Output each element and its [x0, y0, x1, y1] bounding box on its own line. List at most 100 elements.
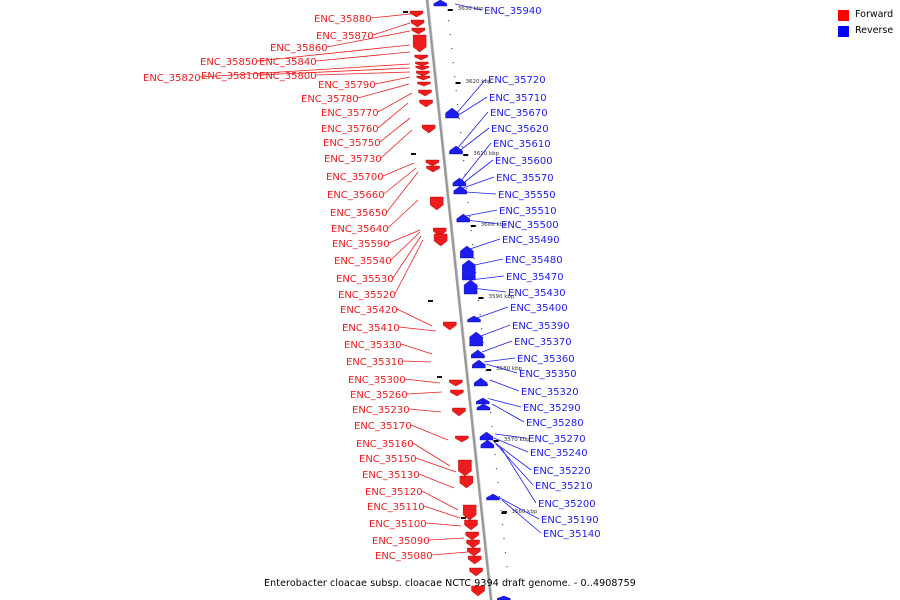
forward-gene-label: ENC_35530	[336, 274, 394, 285]
minor-tick	[501, 524, 504, 526]
reverse-gene-label: ENC_35290	[523, 403, 581, 414]
forward-gene-label: ENC_35820	[143, 73, 201, 84]
forward-leader	[315, 51, 411, 62]
axis-ticks: 3630 kbp 3620 kbp 3610 kbp 3600 kbp 3590 kbp…	[447, 6, 538, 582]
forward-leader	[392, 235, 422, 279]
minor-tick	[467, 202, 469, 204]
reverse-gene	[433, 0, 448, 7]
forward-gene	[410, 19, 425, 28]
minor-tick	[463, 160, 465, 162]
forward-gene-label: ENC_35760	[321, 124, 379, 135]
minor-tick	[507, 580, 510, 582]
reverse-gene-label: ENC_35570	[496, 173, 554, 184]
minor-tick	[485, 370, 487, 372]
minor-tick	[489, 412, 492, 414]
reverse-gene-label: ENC_35270	[528, 434, 586, 445]
legend-forward-swatch	[838, 10, 849, 21]
minor-tick	[503, 538, 505, 540]
reverse-gene	[453, 185, 467, 195]
forward-leader	[372, 22, 411, 36]
forward-gene-label: ENC_35260	[350, 390, 408, 401]
forward-gene	[433, 233, 448, 247]
reverse-leader	[481, 340, 513, 353]
reverse-gene	[460, 245, 474, 259]
reverse-gene-label: ENC_35720	[488, 75, 546, 86]
reverse-gene-label: ENC_35610	[493, 139, 551, 150]
forward-gene-label: ENC_35850	[200, 57, 258, 68]
forward-gene-label: ENC_35130	[362, 470, 420, 481]
forward-gene	[416, 70, 430, 77]
forward-gene-label: ENC_35650	[330, 208, 388, 219]
forward-leader	[410, 424, 449, 441]
forward-gene	[458, 459, 472, 477]
reverse-leader	[455, 111, 489, 151]
forward-leader	[396, 308, 433, 327]
reverse-leader	[456, 96, 488, 117]
forward-leader	[421, 490, 459, 511]
minor-tick	[500, 510, 502, 512]
forward-leader	[380, 129, 413, 159]
tick-label: 3560 kbp	[511, 509, 537, 515]
forward-leader	[398, 326, 437, 332]
reverse-leader	[491, 403, 525, 423]
forward-gene-label: ENC_35880	[314, 14, 372, 25]
legend-reverse-label: Reverse	[855, 25, 894, 36]
forward-leader	[402, 360, 432, 363]
forward-leader	[382, 162, 415, 177]
reverse-leader	[501, 499, 542, 534]
minor-tick	[451, 48, 453, 50]
reverse-gene-label: ENC_35210	[535, 481, 593, 492]
forward-leader	[408, 408, 442, 413]
forward-gene-label: ENC_35120	[365, 487, 423, 498]
minor-tick	[458, 118, 460, 120]
reverse-gene	[476, 397, 490, 405]
forward-gene-label: ENC_35590	[332, 239, 390, 250]
forward-gene-label: ENC_35310	[346, 357, 404, 368]
reverse-gene-label: ENC_35670	[490, 108, 548, 119]
forward-gene-label: ENC_35330	[344, 340, 402, 351]
forward-gene	[469, 567, 483, 577]
minor-tick	[480, 328, 483, 330]
reverse-leader	[493, 437, 529, 453]
minor-tick	[449, 34, 451, 36]
minor-tick	[473, 258, 475, 260]
minor-tick	[504, 552, 507, 554]
reverse-gene-label: ENC_35510	[499, 206, 557, 217]
forward-leader	[377, 92, 413, 113]
forward-gene	[464, 519, 478, 531]
forward-gene-label: ENC_35700	[326, 172, 384, 183]
forward-leader	[394, 239, 424, 295]
forward-gene	[416, 75, 431, 81]
reverse-leader	[499, 497, 540, 520]
forward-gene-label: ENC_35660	[327, 190, 385, 201]
reverse-leader	[485, 363, 518, 374]
forward-gene	[471, 585, 485, 597]
forward-gene	[462, 504, 477, 521]
tick-label: 3590 kbp	[488, 294, 514, 300]
minor-tick	[457, 104, 459, 106]
forward-gene	[467, 547, 481, 557]
reverse-gene-label: ENC_35940	[484, 6, 542, 17]
forward-gene	[414, 54, 428, 61]
reverse-gene-label: ENC_35480	[505, 255, 563, 266]
forward-gene	[425, 159, 440, 167]
reverse-leader	[495, 443, 534, 486]
minor-tick	[491, 426, 493, 428]
forward-gene-label: ENC_35420	[340, 305, 398, 316]
forward-gene	[415, 61, 429, 67]
minor-tick	[498, 496, 501, 498]
forward-gene-label: ENC_35540	[334, 256, 392, 267]
forward-leader	[412, 442, 451, 467]
forward-gene	[452, 407, 466, 417]
forward-gene-label: ENC_35410	[342, 323, 400, 334]
reverse-gene	[463, 279, 478, 295]
forward-leader	[256, 44, 411, 62]
reverse-leader	[469, 275, 505, 281]
reverse-gene-label: ENC_35320	[521, 387, 579, 398]
forward-gene-label: ENC_35090	[372, 536, 430, 547]
minor-tick	[488, 398, 490, 400]
axis-line	[425, 0, 493, 600]
minor-tick	[461, 146, 463, 148]
reverse-leader	[494, 433, 527, 439]
tick-label: 3570 kbp	[504, 437, 530, 443]
